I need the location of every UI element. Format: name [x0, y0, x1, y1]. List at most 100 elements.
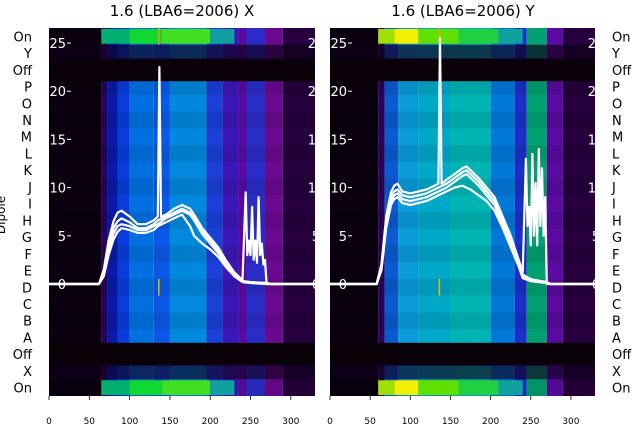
heatmap-row-shade	[330, 212, 595, 229]
row-label-right: E	[612, 265, 620, 280]
heatmap-on-cell	[418, 380, 459, 395]
heatmap-cross-row	[330, 44, 595, 62]
heatmap-band	[107, 28, 118, 396]
heatmap-band	[246, 28, 266, 396]
row-label-left: On	[14, 30, 32, 45]
x-tick-label: 100	[121, 417, 138, 427]
overlay-tick-label: 0	[58, 278, 66, 293]
heatmap-band	[418, 28, 451, 396]
row-label-right: B	[612, 315, 621, 330]
x-tick-label: 150	[161, 417, 178, 427]
heatmap-band	[378, 28, 385, 396]
row-label-left: Y	[23, 47, 32, 62]
heatmap-band	[330, 28, 379, 396]
heatmap-cross-row	[330, 362, 595, 380]
x-tick-label: 150	[442, 417, 459, 427]
series-line	[330, 37, 595, 286]
heatmap-band	[49, 28, 102, 396]
heatmap-row-shade	[49, 145, 315, 162]
row-label-left: J	[27, 181, 32, 196]
overlay-tick-label: 0	[339, 278, 347, 293]
x-tick-label: 50	[364, 417, 376, 427]
row-label-right: P	[612, 81, 620, 96]
x-tick-label: 250	[522, 417, 539, 427]
row-label-left: M	[21, 131, 32, 146]
row-label-right: I	[612, 198, 616, 213]
heatmap-row-shade	[49, 312, 315, 330]
row-label-right: J	[611, 181, 616, 196]
heatmap-on-cell	[394, 380, 419, 395]
row-label-right: C	[612, 298, 621, 313]
overlay-tick-label-right: 5	[312, 230, 320, 245]
overlay-tick-label-right: 15	[308, 133, 325, 148]
heatmap-on-cell	[129, 380, 162, 395]
overlay-tick-label-right: 0	[592, 278, 600, 293]
x-tick-label: 300	[562, 417, 579, 427]
heatmap-row-shade	[49, 245, 315, 263]
heatmap-row-shade	[49, 278, 315, 296]
heatmap-band	[129, 28, 154, 396]
heatmap-band	[265, 28, 283, 396]
row-label-left: K	[23, 164, 32, 179]
heatmap-band	[384, 28, 399, 396]
row-label-right: Off	[612, 348, 632, 363]
row-label-left: L	[25, 147, 33, 162]
row-label-left: I	[28, 198, 32, 213]
row-label-right: On	[612, 382, 630, 397]
heatmap-on-cell	[498, 29, 523, 44]
row-label-right: H	[612, 214, 622, 229]
row-label-left: B	[23, 315, 32, 330]
heatmap-on-cell	[378, 29, 395, 44]
heatmap-row-shade	[49, 111, 315, 129]
row-label-left: A	[23, 331, 32, 346]
row-label-right: G	[612, 231, 622, 246]
overlay-tick-label-right: 0	[312, 278, 320, 293]
heatmap-band	[238, 28, 247, 396]
row-label-right: D	[612, 281, 622, 296]
heatmap-row-shade	[49, 178, 315, 196]
chart-title-y: 1.6 (LBA6=2006) Y	[391, 2, 535, 20]
row-label-right: F	[612, 248, 619, 263]
heatmap-on-cell	[101, 380, 130, 395]
heatmap-cross-row	[49, 44, 315, 62]
overlay-tick-label-right: 20	[588, 85, 605, 100]
x-tick-label: 0	[327, 417, 333, 427]
heatmap-row-shade	[330, 312, 595, 330]
heatmap-on-cell	[418, 29, 459, 44]
heatmap-row-shade	[330, 145, 595, 162]
overlay-tick-label-right: 5	[592, 230, 600, 245]
heatmap-rfi-mark	[438, 28, 441, 45]
overlay-tick-label-right: 10	[308, 182, 325, 197]
heatmap-on-cell	[394, 29, 419, 44]
row-label-left: F	[25, 248, 32, 263]
row-label-left: P	[24, 81, 32, 96]
overlay-tick-label-right: 25	[588, 37, 605, 52]
heatmap-off-row	[49, 58, 315, 82]
row-label-left: O	[22, 97, 32, 112]
overlay-tick-label: 10	[49, 182, 66, 197]
heatmap-rfi-mark	[158, 278, 160, 296]
heatmap-on-cell	[458, 380, 499, 395]
heatmap-row-shade	[49, 78, 315, 95]
x-tick-label: 100	[402, 417, 419, 427]
heatmap-cross-row	[49, 362, 315, 380]
overlay-tick-label-right: 10	[588, 182, 605, 197]
heatmap-row-shade	[330, 245, 595, 263]
row-label-left: D	[22, 281, 32, 296]
heatmap-on-cell	[458, 29, 499, 44]
overlay-tick-label-right: 20	[308, 85, 325, 100]
heatmap-off-row	[330, 58, 595, 82]
heatmap-on-cell	[378, 380, 395, 395]
row-label-left: X	[23, 365, 32, 380]
overlay-tick-label: 20	[330, 85, 347, 100]
x-tick-label: 250	[242, 417, 259, 427]
row-label-right: On	[612, 30, 630, 45]
y-axis-label: Dipole	[0, 196, 8, 234]
overlay-tick-label-right: 25	[308, 37, 325, 52]
row-label-left: C	[23, 298, 32, 313]
heatmap-band	[546, 28, 563, 396]
x-tick-label: 300	[282, 417, 299, 427]
row-label-right: O	[612, 97, 622, 112]
